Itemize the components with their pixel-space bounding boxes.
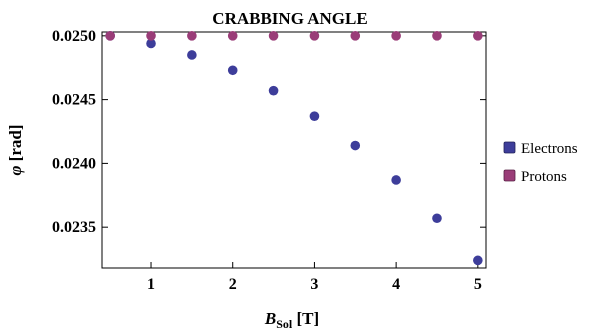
- data-point-protons: [432, 31, 442, 41]
- x-axis-ticks: 1 2 3 4 5: [147, 32, 482, 293]
- x-axis-label-unit: [T]: [292, 309, 319, 328]
- data-point-protons: [350, 31, 361, 41]
- data-point-protons: [187, 31, 197, 41]
- data-point-electrons: [146, 38, 156, 49]
- data-point-protons: [227, 31, 238, 41]
- x-tick-label: 3: [310, 276, 318, 293]
- legend-label-electrons: Electrons: [521, 141, 578, 157]
- legend-swatch-electrons: [503, 141, 516, 154]
- y-axis-label-unit: [rad]: [6, 124, 25, 165]
- x-tick-label: 1: [147, 276, 155, 293]
- y-axis-ticks: 0.0235 0.0240 0.0245 0.0250: [52, 28, 486, 236]
- data-point-protons: [391, 31, 401, 41]
- data-point-electrons: [350, 140, 361, 151]
- y-tick-label: 0.0250: [52, 28, 96, 45]
- plot-frame: [101, 31, 487, 269]
- x-axis-label-subscript: Sol: [276, 317, 293, 331]
- data-point-protons: [146, 31, 156, 41]
- data-point-electrons: [432, 213, 442, 224]
- data-point-protons: [309, 31, 320, 41]
- legend-swatch-protons: [503, 169, 516, 182]
- x-axis-label-main: B: [264, 309, 276, 328]
- chart-title: CRABBING ANGLE: [212, 9, 367, 28]
- data-point-electrons: [268, 85, 279, 96]
- data-point-protons: [268, 31, 279, 41]
- data-point-protons: [105, 31, 115, 41]
- y-tick-label: 0.0235: [52, 219, 96, 236]
- data-point-electrons: [473, 255, 483, 266]
- x-tick-label: 4: [392, 276, 400, 293]
- x-tick-label: 2: [229, 276, 237, 293]
- data-point-electrons: [391, 175, 401, 185]
- y-axis-label: φ [rad]: [6, 124, 25, 175]
- legend: Electrons Protons: [503, 141, 578, 185]
- legend-label-protons: Protons: [521, 169, 567, 185]
- data-point-electrons: [227, 65, 238, 76]
- x-tick-label: 5: [474, 276, 482, 293]
- data-point-protons: [473, 31, 483, 41]
- x-axis-label: BSol [T]: [264, 309, 319, 331]
- data-points: [105, 31, 483, 266]
- y-axis-label-symbol: φ: [6, 166, 25, 176]
- data-point-electrons: [309, 111, 320, 121]
- y-tick-label: 0.0240: [52, 155, 96, 172]
- data-point-electrons: [187, 50, 197, 60]
- y-tick-label: 0.0245: [52, 92, 96, 109]
